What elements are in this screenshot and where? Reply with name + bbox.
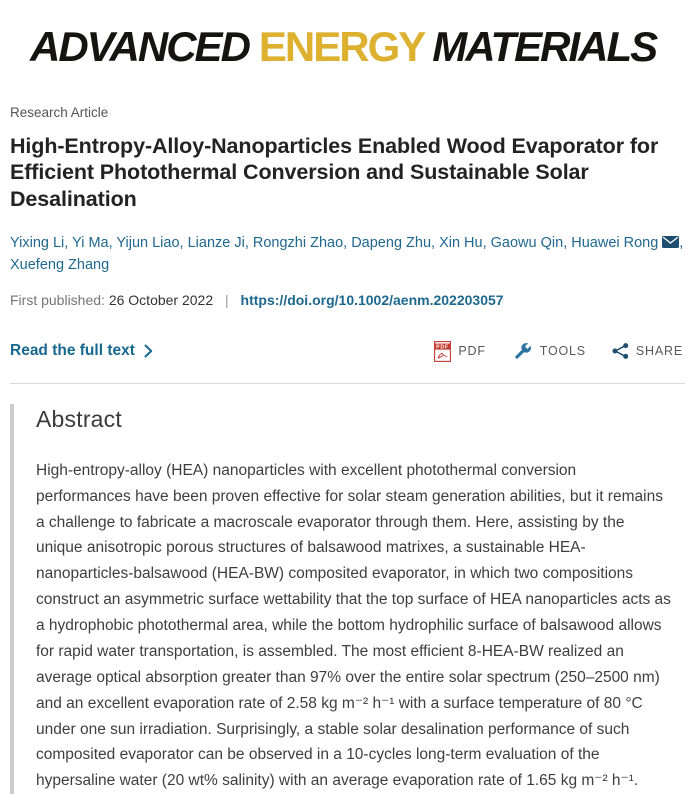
logo-text-energy: ENERGY <box>258 23 426 70</box>
author-list: Yixing Li, Yi Ma, Yijun Liao, Lianze Ji,… <box>10 233 685 277</box>
read-full-text-label: Read the full text <box>10 342 135 360</box>
share-label: SHARE <box>635 344 683 359</box>
abstract-section: Abstract High-entropy-alloy (HEA) nanopa… <box>10 403 685 794</box>
svg-text:PDF: PDF <box>436 344 449 350</box>
logo-text-advanced: ADVANCED <box>30 23 251 70</box>
authors-separator: , <box>679 235 684 252</box>
section-divider <box>10 382 685 384</box>
pdf-label: PDF <box>458 344 486 359</box>
first-published-date: 26 October 2022 <box>108 291 214 308</box>
pdf-file-icon: PDF <box>434 340 452 362</box>
share-button[interactable]: SHARE <box>612 343 683 360</box>
first-published-label: First published: <box>10 291 105 308</box>
page-title: High-Entropy-Alloy-Nanoparticles Enabled… <box>10 134 659 211</box>
read-full-text-link[interactable]: Read the full text <box>10 342 153 360</box>
publication-info: First published: 26 October 2022 | https… <box>10 292 685 308</box>
journal-logo: ADVANCED ENERGY MATERIALS <box>10 26 685 68</box>
email-icon[interactable] <box>662 236 680 249</box>
actions-row: Read the full text PDF PDF <box>10 340 685 362</box>
wrench-icon <box>512 341 533 362</box>
authors-text-line2[interactable]: Xuefeng Zhang <box>10 257 110 274</box>
article-type-label: Research Article <box>10 105 109 120</box>
authors-text[interactable]: Yixing Li, Yi Ma, Yijun Liao, Lianze Ji,… <box>10 235 659 252</box>
tools-label: TOOLS <box>539 344 586 359</box>
share-icon <box>612 343 629 360</box>
abstract-body: High-entropy-alloy (HEA) nanoparticles w… <box>36 461 671 790</box>
pipe-separator: | <box>225 291 229 308</box>
doi-link[interactable]: https://doi.org/10.1002/aenm.202203057 <box>240 291 504 308</box>
logo-text-materials: MATERIALS <box>432 23 658 70</box>
abstract-heading: Abstract <box>36 405 122 432</box>
chevron-right-icon <box>144 344 153 358</box>
tools-button[interactable]: TOOLS <box>512 341 586 362</box>
pdf-button[interactable]: PDF PDF <box>434 340 486 362</box>
